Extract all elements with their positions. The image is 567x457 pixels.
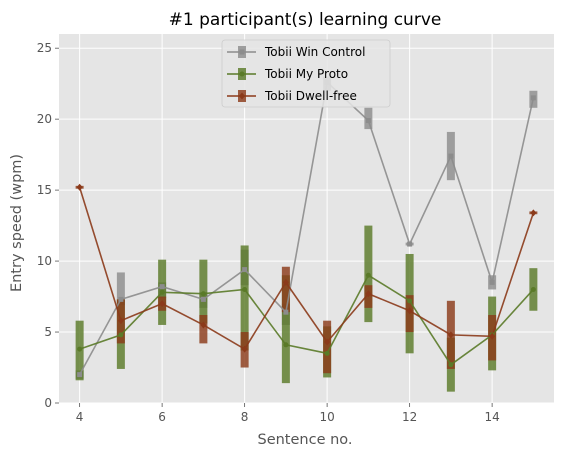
error-bar (323, 320, 332, 374)
data-point (200, 321, 207, 329)
data-point (159, 284, 165, 290)
data-point (200, 291, 206, 297)
data-point (77, 346, 83, 352)
series-line (79, 274, 534, 366)
x-tick-label: 10 (319, 410, 334, 424)
chart-title: #1 participant(s) learning curve (169, 10, 442, 30)
series-line (78, 187, 535, 351)
data-point (242, 267, 248, 273)
data-point (159, 300, 166, 308)
data-point (324, 350, 330, 356)
legend-label: Tobii Dwell-free (264, 89, 357, 103)
data-point (239, 49, 245, 55)
data-point (530, 95, 536, 101)
legend-box (221, 39, 391, 108)
series-lines (78, 80, 535, 376)
data-point (283, 309, 289, 315)
data-point (159, 289, 165, 295)
data-point (239, 92, 245, 100)
data-point (447, 331, 454, 339)
legend: Tobii Win Control Tobii My Proto Tobii Dwe… (221, 39, 391, 108)
data-point (530, 286, 536, 292)
y-tick-label: 25 (37, 41, 52, 55)
data-point (76, 183, 83, 191)
x-tick-label: 4 (76, 410, 84, 424)
data-point (77, 372, 83, 378)
x-tick-label: 14 (484, 410, 499, 424)
y-tick-label: 0 (44, 396, 52, 410)
y-axis-label: Entry speed (wpm) (9, 154, 25, 292)
error-bar (281, 266, 290, 313)
data-point (239, 71, 245, 77)
x-tick-label: 6 (158, 410, 166, 424)
data-point (406, 307, 413, 315)
data-point (365, 272, 371, 278)
error-bar (199, 315, 208, 344)
error-bar (116, 272, 125, 306)
data-point (365, 290, 372, 298)
error-bar (240, 245, 249, 351)
data-point (118, 296, 124, 302)
data-point (200, 296, 206, 302)
data-point (365, 118, 371, 124)
series-line (78, 80, 535, 376)
legend-label: Tobii My Proto (264, 67, 348, 81)
legend-label: Tobii Win Control (264, 45, 365, 59)
data-point (448, 362, 454, 368)
x-tick-label: 8 (241, 410, 249, 424)
data-point (283, 342, 289, 348)
y-tick-label: 10 (37, 254, 52, 268)
x-axis-label: Sentence no. (257, 432, 352, 448)
data-point (241, 345, 248, 353)
data-point (117, 317, 124, 325)
error-bar (281, 275, 290, 384)
data-point (448, 153, 454, 159)
data-point (242, 286, 248, 292)
data-point (530, 209, 537, 217)
x-tick-label: 12 (402, 410, 417, 424)
data-point (282, 278, 289, 286)
y-tick-label: 5 (44, 325, 52, 339)
data-point (324, 338, 331, 346)
data-point (407, 241, 413, 247)
data-point (489, 279, 495, 285)
y-tick-label: 15 (37, 183, 52, 197)
y-tick-label: 20 (37, 112, 52, 126)
axis-ticks: 4 6 8 10 12 14 0 5 10 15 20 25 (37, 41, 500, 424)
data-point (407, 298, 413, 304)
data-point (118, 332, 124, 338)
data-point (489, 332, 496, 340)
